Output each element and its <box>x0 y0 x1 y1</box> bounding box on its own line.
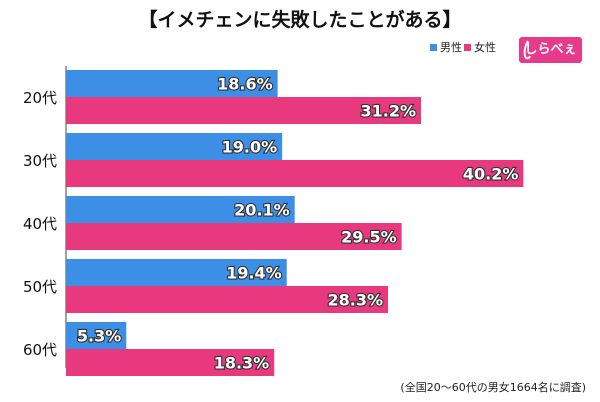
chart-title: 【イメチェンに失敗したことがある】 <box>138 8 461 31</box>
legend-label-female: 女性 <box>474 40 496 54</box>
category-label: 50代 <box>23 278 57 296</box>
category-label: 40代 <box>23 215 57 233</box>
data-label: 28.3% <box>327 291 383 310</box>
data-label: 18.3% <box>214 354 270 373</box>
bars-group: 20代 18.6% 31.2% 30代 19.0% 40.2% 40代 20.1% 29.5% 5… <box>23 70 524 376</box>
data-label: 19.0% <box>222 138 278 157</box>
category-label: 60代 <box>23 341 57 359</box>
legend-swatch-male <box>430 44 437 51</box>
bar-female-40代 <box>66 223 402 250</box>
data-label: 40.2% <box>463 165 519 184</box>
bar-male-40代 <box>66 196 295 223</box>
bar-female-20代 <box>66 97 421 124</box>
logo-mark-icon <box>523 40 531 60</box>
legend-swatch-female <box>464 44 471 51</box>
data-label: 31.2% <box>360 102 416 121</box>
legend: 男性 女性 <box>430 40 496 54</box>
data-label: 20.1% <box>234 201 290 220</box>
shirabee-logo: しらべぇ <box>519 37 582 63</box>
bar-female-60代 <box>66 349 275 376</box>
bar-male-20代 <box>66 70 278 97</box>
data-label: 5.3% <box>77 327 121 346</box>
logo-text: しらべぇ <box>524 42 577 57</box>
bar-male-50代 <box>66 259 287 286</box>
data-label: 19.4% <box>226 264 282 283</box>
bar-female-50代 <box>66 286 388 313</box>
data-label: 29.5% <box>341 228 397 247</box>
bar-male-60代 <box>66 322 127 349</box>
data-label: 18.6% <box>217 75 273 94</box>
category-label: 20代 <box>23 89 57 107</box>
bar-female-30代 <box>66 160 524 187</box>
legend-label-male: 男性 <box>440 40 462 54</box>
bar-male-30代 <box>66 133 283 160</box>
survey-note: (全国20～60代の男女1664名に調査) <box>400 380 586 394</box>
category-label: 30代 <box>23 152 57 170</box>
